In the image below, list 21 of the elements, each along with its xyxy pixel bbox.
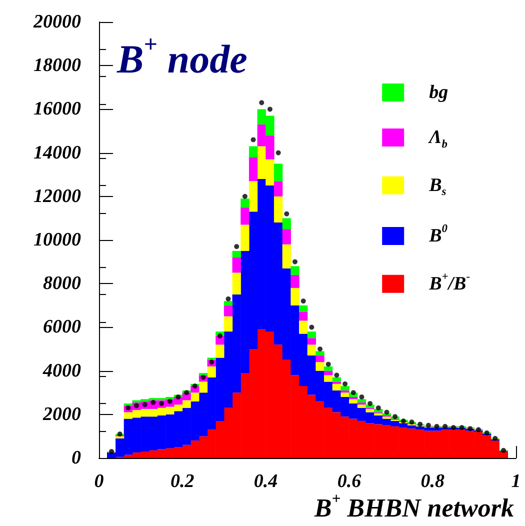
x-tick-label: 0	[94, 471, 104, 492]
x-tick-label: 1	[511, 471, 521, 492]
y-tick-label: 20000	[32, 12, 82, 32]
x-tick-label: 0.6	[337, 471, 362, 492]
y-tick-label: 14000	[34, 142, 82, 164]
legend-label: bg	[429, 82, 448, 103]
y-tick-label: 4000	[42, 360, 82, 382]
x-tick-label: 0.8	[420, 471, 445, 492]
x-tick-label: 0.2	[170, 471, 195, 492]
x-axis-title: B+ BHBN network	[313, 490, 514, 522]
y-tick-label: 0	[72, 448, 82, 468]
y-tick-label: 6000	[43, 316, 82, 338]
y-tick-label: 2000	[42, 404, 82, 425]
y-tick-label: 18000	[34, 55, 82, 76]
chart-title: B+ node	[116, 32, 248, 82]
y-tick-label: 8000	[43, 273, 82, 294]
x-tick-label: 0.4	[254, 471, 278, 492]
y-tick-label: 12000	[34, 186, 82, 207]
legend-label: B+/B-	[428, 271, 470, 294]
y-tick-label: 10000	[34, 230, 82, 250]
y-tick-label: 16000	[34, 98, 82, 120]
